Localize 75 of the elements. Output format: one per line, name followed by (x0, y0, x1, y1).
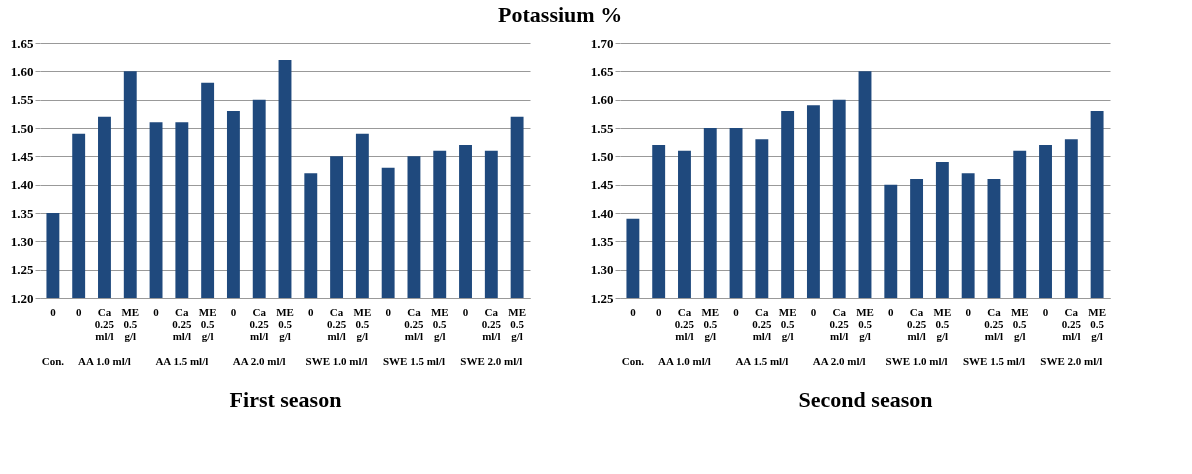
x-tick-label: ME 0.5 g/l (1088, 305, 1106, 342)
y-tick-label: 1.25 (590, 290, 614, 306)
x-tick-label: ME 0.5 g/l (701, 305, 720, 342)
chart-title: Potassium % (498, 2, 623, 27)
y-tick-label: 1.40 (10, 177, 34, 193)
text: AA 2.0 ml/l (232, 355, 286, 367)
x-tick-label: Ca 0.25 ml/l (249, 305, 270, 342)
text: SWE 2.0 ml/l (460, 355, 523, 367)
x-tick-label: 0 (153, 305, 160, 318)
x-tick-label: Ca 0.25 ml/l (752, 305, 772, 342)
y-tick-label: 1.45 (590, 177, 614, 193)
y-tick-label: 1.65 (10, 35, 34, 51)
x-tick-label: ME 0.5 g/l (198, 305, 217, 342)
x-tick-label: Ca 0.25 ml/l (984, 305, 1005, 342)
y-tick-label: 1.30 (10, 233, 34, 249)
x-tick-label: 0 (630, 305, 637, 318)
text: SWE 1.5 ml/l (962, 355, 1025, 367)
x-tick-label: Ca 0.25 ml/l (172, 305, 192, 342)
x-tick-label: 0 (385, 305, 392, 318)
x-tick-label: 0 (965, 305, 972, 318)
y-tick-label: 1.35 (590, 233, 614, 249)
text: AA 1.0 ml/l (658, 355, 711, 367)
y-tick-label: 1.60 (590, 92, 614, 108)
y-tick-label: 1.45 (10, 148, 34, 164)
y-tick-label: 1.65 (590, 63, 614, 79)
text: Con. (621, 355, 645, 367)
x-tick-label: 0 (1042, 305, 1049, 318)
text: AA 1.5 ml/l (155, 355, 209, 367)
y-tick-label: 1.40 (590, 205, 614, 221)
y-tick-label: 1.20 (10, 290, 34, 306)
x-tick-label: Ca 0.25 ml/l (94, 305, 115, 342)
x-tick-label: ME 0.5 g/l (933, 305, 952, 342)
x-tick-label: 0 (888, 305, 895, 318)
x-tick-label: ME 0.5 g/l (1010, 305, 1029, 342)
x-tick-label: Ca 0.25 ml/l (906, 305, 927, 342)
x-tick-label: Ca 0.25 ml/l (404, 305, 425, 342)
x-tick-label: 0 (308, 305, 315, 318)
y-tick-label: 1.60 (10, 63, 34, 79)
y-tick-label: 1.30 (590, 262, 614, 278)
text: AA 1.5 ml/l (735, 355, 789, 367)
text: SWE 1.0 ml/l (885, 355, 948, 367)
x-tick-label: 0 (810, 305, 817, 318)
x-tick-label: 0 (75, 305, 82, 318)
y-tick-label: 1.50 (590, 148, 614, 164)
text: SWE 2.0 ml/l (1040, 355, 1103, 367)
x-tick-label: ME 0.5 g/l (121, 305, 140, 342)
x-tick-label: ME 0.5 g/l (508, 305, 526, 342)
text: SWE 1.0 ml/l (305, 355, 368, 367)
text: SWE 1.5 ml/l (382, 355, 445, 367)
y-tick-label: 1.55 (10, 92, 34, 108)
y-tick-label: 1.35 (10, 205, 34, 221)
x-tick-label: 0 (733, 305, 740, 318)
x-tick-label: Ca 0.25 ml/l (1061, 305, 1082, 342)
x-tick-label: ME 0.5 g/l (430, 305, 449, 342)
x-tick-label: Ca 0.25 ml/l (326, 305, 347, 342)
x-tick-label: 0 (655, 305, 662, 318)
x-tick-label: ME 0.5 g/l (856, 305, 874, 342)
x-tick-label: 0 (462, 305, 469, 318)
x-tick-label: Ca 0.25 ml/l (829, 305, 850, 342)
text: AA 1.0 ml/l (78, 355, 131, 367)
x-tick-label: 0 (50, 305, 57, 318)
x-tick-label: Ca 0.25 ml/l (674, 305, 695, 342)
y-tick-label: 1.70 (590, 35, 614, 51)
text: Con. (41, 355, 65, 367)
y-tick-label: 1.55 (590, 120, 614, 136)
x-tick-label: ME 0.5 g/l (276, 305, 294, 342)
x-axis-title: First season (229, 386, 342, 412)
x-tick-label: Ca 0.25 ml/l (481, 305, 502, 342)
text: AA 2.0 ml/l (812, 355, 866, 367)
x-tick-label: 0 (230, 305, 237, 318)
x-tick-label: ME 0.5 g/l (353, 305, 372, 342)
y-tick-label: 1.25 (10, 262, 34, 278)
x-tick-label: ME 0.5 g/l (778, 305, 797, 342)
x-axis-title: Second season (798, 386, 933, 412)
y-tick-label: 1.50 (10, 120, 34, 136)
